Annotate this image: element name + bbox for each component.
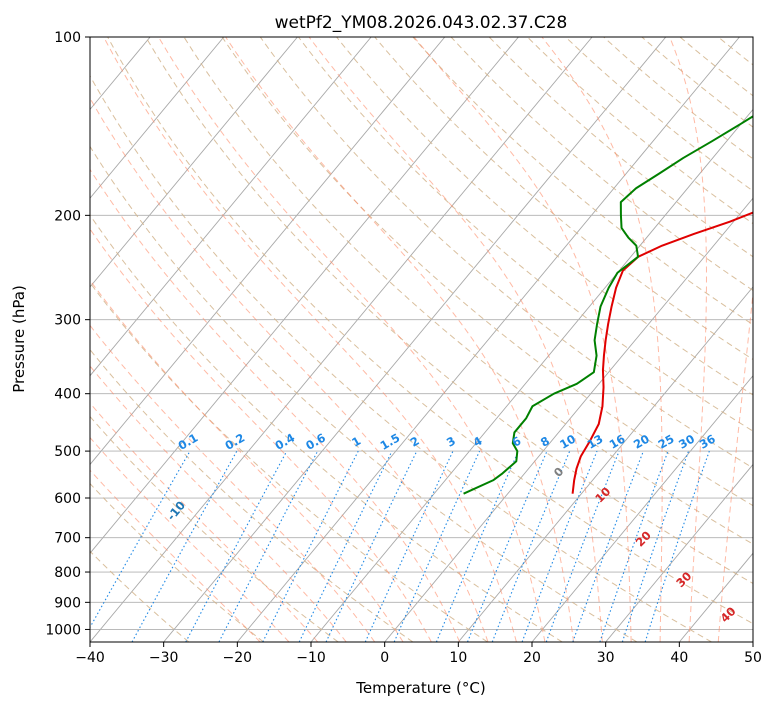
dry-adiabat-line	[90, 145, 638, 642]
x-tick-label: −40	[75, 650, 105, 666]
dry-adiabat-line	[90, 348, 414, 642]
dry-adiabat-line	[90, 74, 712, 642]
moist-adiabat-line	[103, 37, 517, 642]
y-tick-label: 700	[54, 531, 81, 547]
moist-adiabat-line	[158, 37, 546, 642]
y-axis-label: Pressure (hPa)	[10, 285, 28, 393]
x-tick-label: 50	[744, 650, 762, 666]
mixing-ratio-label: 13	[585, 432, 606, 452]
dry-adiabat-label: -20	[64, 461, 88, 486]
isotherm-line	[163, 37, 667, 642]
x-tick-label: 0	[380, 650, 389, 666]
mixing-ratio-line	[572, 450, 644, 642]
moist-adiabat-line	[541, 37, 663, 642]
isotherm-line	[90, 37, 519, 554]
isotherm-line	[0, 37, 3, 642]
mixing-ratio-line	[599, 450, 669, 642]
dry-adiabat-line	[90, 550, 190, 642]
mixing-ratio-line	[185, 450, 288, 642]
moist-adiabat-line	[90, 168, 461, 642]
chart-title: wetPf2_YM08.2026.043.02.37.C28	[275, 13, 568, 33]
temperature-line	[571, 211, 753, 494]
x-tick-label: 20	[523, 650, 541, 666]
x-tick-label: −20	[223, 650, 253, 666]
plot-area	[90, 37, 753, 642]
moist-adiabat-line	[225, 37, 575, 642]
y-tick-label: 300	[54, 313, 81, 329]
dry-adiabat-line	[374, 37, 753, 361]
y-tick-label: 900	[54, 595, 81, 611]
mixing-ratio-label: 25	[656, 432, 677, 452]
mixing-ratio-label: 20	[631, 432, 652, 452]
moist-adiabat-line	[717, 288, 753, 642]
dewpoint-line	[463, 115, 753, 495]
isotherm-line	[457, 286, 753, 642]
isotherm-line	[531, 375, 753, 642]
x-tick-label: −30	[149, 650, 179, 666]
y-tick-label: 500	[54, 444, 81, 460]
mixing-ratio-line	[435, 450, 519, 642]
isotherm-line	[605, 463, 753, 642]
y-tick-label: 100	[54, 30, 81, 46]
mixing-ratio-line	[545, 450, 620, 642]
mixing-ratio-line	[521, 450, 598, 642]
x-tick-label: 40	[670, 650, 688, 666]
isotherm-line	[90, 37, 298, 288]
mixing-ratio-line	[491, 450, 571, 642]
isotherm-line	[90, 37, 372, 377]
axes: −40 −30 −20 −10 0 10 20 30 40 50 100 200 300 400 500 60…	[45, 30, 762, 666]
moist-adiabat-line	[669, 37, 707, 642]
mixing-ratio-line	[90, 450, 191, 629]
isotherm-line	[90, 37, 593, 642]
y-tick-label: 400	[54, 387, 81, 403]
y-tick-label: 600	[54, 491, 81, 507]
y-tick-label: 800	[54, 565, 81, 581]
mixing-ratio-label: 36	[697, 432, 718, 452]
isotherm-line	[236, 37, 740, 642]
dry-adiabat-line	[90, 482, 264, 642]
mixing-ratio-line	[131, 450, 238, 642]
moist-adiabat-line	[90, 97, 489, 642]
dry-adiabat-line	[336, 37, 753, 396]
plot-frame	[89, 36, 754, 643]
y-tick-label: 1000	[45, 622, 81, 638]
dry-adiabat-line	[90, 281, 488, 642]
moist-adiabat-line	[90, 228, 432, 642]
moist-adiabat-line	[90, 365, 347, 642]
moist-adiabat-line	[90, 279, 404, 642]
x-tick-label: 30	[597, 650, 615, 666]
x-tick-label: −10	[296, 650, 326, 666]
mixing-ratio-line	[262, 450, 359, 642]
isotherm-line	[90, 37, 225, 199]
mixing-ratio-line	[621, 450, 690, 642]
moist-adiabat-line	[90, 324, 376, 642]
mixing-ratio-label: 10	[557, 432, 578, 452]
mixing-ratio-line	[393, 450, 481, 642]
series-layer	[463, 115, 753, 495]
moist-adiabat-line	[308, 37, 603, 642]
x-tick-label: 10	[449, 650, 467, 666]
moist-adiabat-line	[413, 37, 632, 642]
mixing-ratio-line	[644, 450, 710, 642]
y-tick-label: 200	[54, 208, 81, 224]
mixing-ratio-label: 30	[676, 432, 697, 452]
x-axis-label: Temperature (°C)	[355, 679, 485, 697]
isotherm-line	[90, 37, 446, 466]
dry-adiabat-line	[412, 37, 753, 326]
isotherm-line	[752, 641, 753, 642]
dry-adiabat-line	[756, 37, 775, 642]
isotherm-line	[384, 197, 753, 642]
mixing-ratio-line	[466, 450, 548, 642]
mixing-ratio-label: 16	[607, 432, 628, 452]
background-lines	[0, 37, 775, 642]
